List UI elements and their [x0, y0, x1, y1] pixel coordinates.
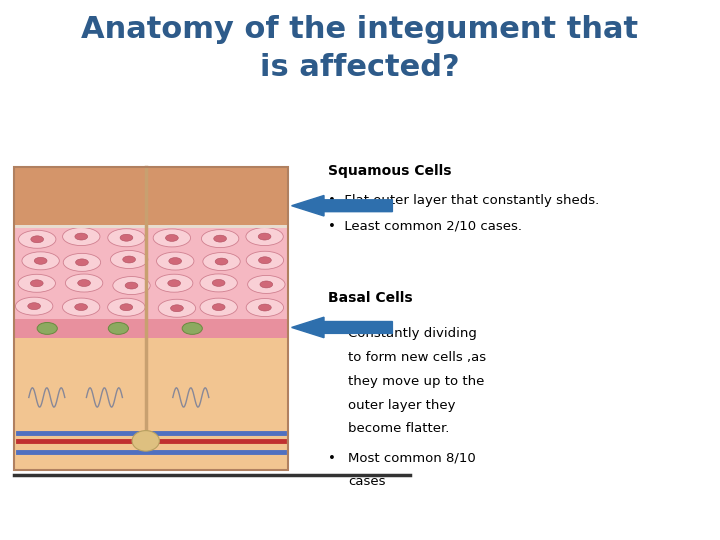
Ellipse shape	[260, 281, 273, 288]
Text: Anatomy of the integument that: Anatomy of the integument that	[81, 15, 639, 44]
Ellipse shape	[22, 252, 59, 270]
Text: become flatter.: become flatter.	[348, 422, 449, 435]
Ellipse shape	[248, 275, 285, 293]
Text: Constantly dividing: Constantly dividing	[348, 327, 477, 340]
Ellipse shape	[63, 253, 101, 272]
Text: to form new cells ,as: to form new cells ,as	[348, 351, 486, 364]
FancyBboxPatch shape	[14, 225, 288, 228]
Ellipse shape	[258, 257, 271, 264]
Ellipse shape	[153, 229, 191, 247]
FancyBboxPatch shape	[14, 319, 288, 338]
Ellipse shape	[18, 274, 55, 292]
Ellipse shape	[168, 258, 181, 265]
Text: outer layer they: outer layer they	[348, 399, 455, 411]
Ellipse shape	[63, 227, 100, 246]
Ellipse shape	[120, 234, 133, 241]
Ellipse shape	[156, 252, 194, 270]
Ellipse shape	[200, 298, 238, 316]
Text: is affected?: is affected?	[260, 53, 460, 82]
Ellipse shape	[120, 304, 132, 310]
Ellipse shape	[31, 236, 44, 243]
FancyBboxPatch shape	[14, 338, 288, 470]
Text: •  Least common 2/10 cases.: • Least common 2/10 cases.	[328, 220, 521, 233]
Ellipse shape	[200, 274, 238, 292]
Text: •  Flat outer layer that constantly sheds.: • Flat outer layer that constantly sheds…	[328, 194, 599, 207]
Ellipse shape	[75, 303, 88, 310]
Ellipse shape	[258, 304, 271, 311]
Text: •: •	[328, 451, 336, 464]
Text: Basal Cells: Basal Cells	[328, 291, 413, 305]
Ellipse shape	[212, 303, 225, 310]
Ellipse shape	[156, 274, 193, 292]
Ellipse shape	[76, 259, 89, 266]
Ellipse shape	[108, 298, 145, 316]
Ellipse shape	[203, 253, 240, 271]
Ellipse shape	[37, 322, 58, 334]
FancyBboxPatch shape	[14, 226, 288, 319]
FancyArrow shape	[292, 317, 392, 338]
Text: Squamous Cells: Squamous Cells	[328, 164, 451, 178]
Ellipse shape	[30, 280, 43, 287]
Ellipse shape	[166, 234, 179, 241]
Ellipse shape	[258, 233, 271, 240]
FancyBboxPatch shape	[14, 167, 288, 226]
Ellipse shape	[215, 258, 228, 265]
Text: Most common 8/10: Most common 8/10	[348, 451, 475, 464]
Ellipse shape	[63, 298, 100, 316]
Ellipse shape	[214, 235, 227, 242]
Ellipse shape	[110, 251, 148, 268]
Ellipse shape	[132, 430, 159, 451]
Text: •: •	[328, 327, 336, 340]
Ellipse shape	[246, 251, 284, 269]
Text: cases: cases	[348, 475, 385, 488]
Ellipse shape	[75, 233, 88, 240]
Ellipse shape	[182, 322, 202, 334]
Ellipse shape	[19, 230, 56, 248]
Ellipse shape	[35, 258, 47, 264]
Ellipse shape	[108, 229, 145, 247]
Ellipse shape	[78, 280, 91, 287]
Ellipse shape	[15, 297, 53, 315]
Ellipse shape	[168, 280, 181, 287]
Ellipse shape	[113, 276, 150, 294]
Ellipse shape	[158, 299, 196, 318]
Ellipse shape	[108, 322, 128, 334]
Ellipse shape	[171, 305, 184, 312]
Ellipse shape	[122, 256, 135, 263]
Ellipse shape	[246, 299, 284, 316]
Ellipse shape	[202, 230, 239, 248]
FancyArrow shape	[292, 195, 392, 216]
Text: they move up to the: they move up to the	[348, 375, 484, 388]
Ellipse shape	[28, 303, 40, 309]
Ellipse shape	[246, 227, 283, 246]
Ellipse shape	[212, 280, 225, 286]
Ellipse shape	[66, 274, 103, 292]
Ellipse shape	[125, 282, 138, 289]
